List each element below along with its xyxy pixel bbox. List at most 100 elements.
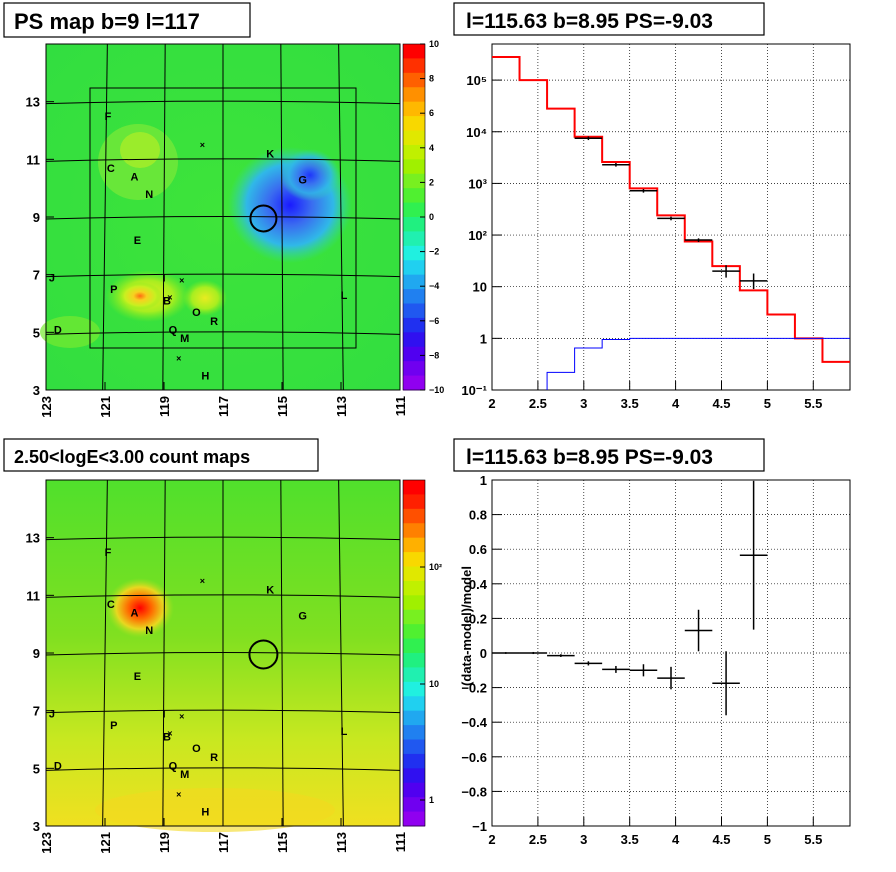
source-label-H: H <box>201 371 209 383</box>
colorbar-step <box>403 72 425 88</box>
colorbar-step <box>403 480 425 495</box>
ps-map-grid <box>45 43 401 391</box>
meridian-line <box>102 43 108 391</box>
colorbar-tick-label: 2 <box>429 177 434 187</box>
source-label-G: G <box>298 611 307 623</box>
colorbar-tick-label: −4 <box>429 281 439 291</box>
colorbar-step <box>403 144 425 160</box>
colorbar-step <box>403 346 425 362</box>
residual-title: l=115.63 b=8.95 PS=-9.03 <box>466 446 713 469</box>
colorbar-step <box>403 289 425 304</box>
ps-map-mild-region <box>40 316 100 348</box>
colorbar-tick-label: 8 <box>429 74 434 84</box>
colorbar-step <box>403 552 425 567</box>
source-label-M: M <box>180 333 189 345</box>
source-cross-marker: × <box>179 275 184 285</box>
parallel-line <box>45 767 401 771</box>
source-label-F: F <box>105 547 112 559</box>
parallel-line <box>45 216 401 220</box>
ps-map-target-circle <box>249 204 278 233</box>
source-label-R: R <box>210 316 218 328</box>
colorbar-step <box>403 638 425 654</box>
source-label-D: D <box>54 324 62 336</box>
x-tick-label: 117 <box>216 396 231 417</box>
y-tick-label: 11 <box>26 152 40 167</box>
ps-map-excess-side <box>183 280 227 316</box>
colorbar-step <box>403 245 425 261</box>
x-tick-label: 123 <box>39 832 54 854</box>
x-tick-label: 5.5 <box>804 832 822 847</box>
ps-map-title-box <box>3 2 251 38</box>
y-tick-label: 0.2 <box>469 611 487 626</box>
source-label-J: J <box>49 709 55 721</box>
colorbar-step <box>403 725 425 740</box>
source-label-N: N <box>145 189 153 201</box>
x-tick-label: 5 <box>764 832 771 847</box>
colorbar-step <box>403 753 425 769</box>
colorbar-tick-label: 10 <box>429 39 439 49</box>
colorbar-tick-label: 10 <box>429 679 439 689</box>
colorbar-step <box>403 782 425 798</box>
y-tick-label: 10⁴ <box>466 125 487 140</box>
colorbar-step <box>403 739 425 755</box>
source-label-P: P <box>110 720 117 732</box>
colorbar-step <box>403 130 425 146</box>
x-tick-label: 113 <box>334 396 349 417</box>
residual-ylabel: (data-model)/model <box>459 566 474 686</box>
ps-map-deficit-lobe <box>280 149 340 201</box>
parallel-line <box>45 594 401 598</box>
colorbar-step <box>403 116 425 131</box>
ps-map-warm-core <box>120 132 160 168</box>
x-tick-label: 3 <box>580 832 587 847</box>
parallel-line <box>45 652 401 656</box>
colorbar-tick-label: 10² <box>429 562 442 572</box>
x-tick-label: 121 <box>98 396 113 418</box>
y-tick-label: −0.6 <box>461 750 487 765</box>
x-tick-label: 5.5 <box>804 396 822 411</box>
y-tick-label: −0.2 <box>461 681 487 696</box>
colorbar-step <box>403 811 425 827</box>
colorbar-step <box>403 595 425 611</box>
source-cross-marker: × <box>167 729 172 739</box>
source-cross-marker: × <box>200 576 205 586</box>
colorbar-step <box>403 609 425 625</box>
x-tick-label: 115 <box>275 396 290 417</box>
y-tick-label: 9 <box>33 646 40 661</box>
source-cross-marker: × <box>176 353 181 363</box>
model-total-histogram <box>492 56 850 363</box>
source-label-I: I <box>162 709 165 721</box>
x-tick-label: 123 <box>39 396 54 418</box>
count-map-title: 2.50<logE<3.00 count maps <box>14 447 250 467</box>
colorbar-step <box>403 274 425 290</box>
source-label-D: D <box>54 760 62 772</box>
y-tick-label: 13 <box>26 95 40 110</box>
parallel-line <box>45 273 401 278</box>
count-map-bright-source <box>106 578 174 638</box>
colorbar-frame <box>402 479 426 827</box>
y-tick-label: 3 <box>33 383 40 398</box>
source-cross-marker: × <box>200 140 205 150</box>
colorbar-step <box>403 217 425 232</box>
model-source-histogram <box>546 337 850 390</box>
ps-map-colorbar: 10 8 6 4 2 0 −2 −4 −6 −8 −10 <box>402 39 444 395</box>
source-cross-marker: × <box>179 711 184 721</box>
source-label-E: E <box>134 671 141 683</box>
x-tick-label: 119 <box>157 396 172 417</box>
y-tick-label: 0.6 <box>469 542 487 557</box>
colorbar-step <box>403 667 425 683</box>
x-tick-label: 4 <box>672 396 680 411</box>
colorbar-step <box>403 231 425 247</box>
source-label-A: A <box>131 608 139 620</box>
colorbar-step <box>403 375 425 391</box>
x-tick-label: 2 <box>488 832 495 847</box>
y-tick-label: 11 <box>26 588 40 603</box>
meridian-line <box>102 479 108 827</box>
y-tick-label: 10² <box>468 228 487 243</box>
colorbar-step <box>403 681 425 697</box>
colorbar-step <box>403 797 425 813</box>
colorbar-step <box>403 260 425 276</box>
colorbar-step <box>403 523 425 539</box>
y-tick-label: 7 <box>33 704 40 719</box>
colorbar-tick-label: 1 <box>429 795 434 805</box>
